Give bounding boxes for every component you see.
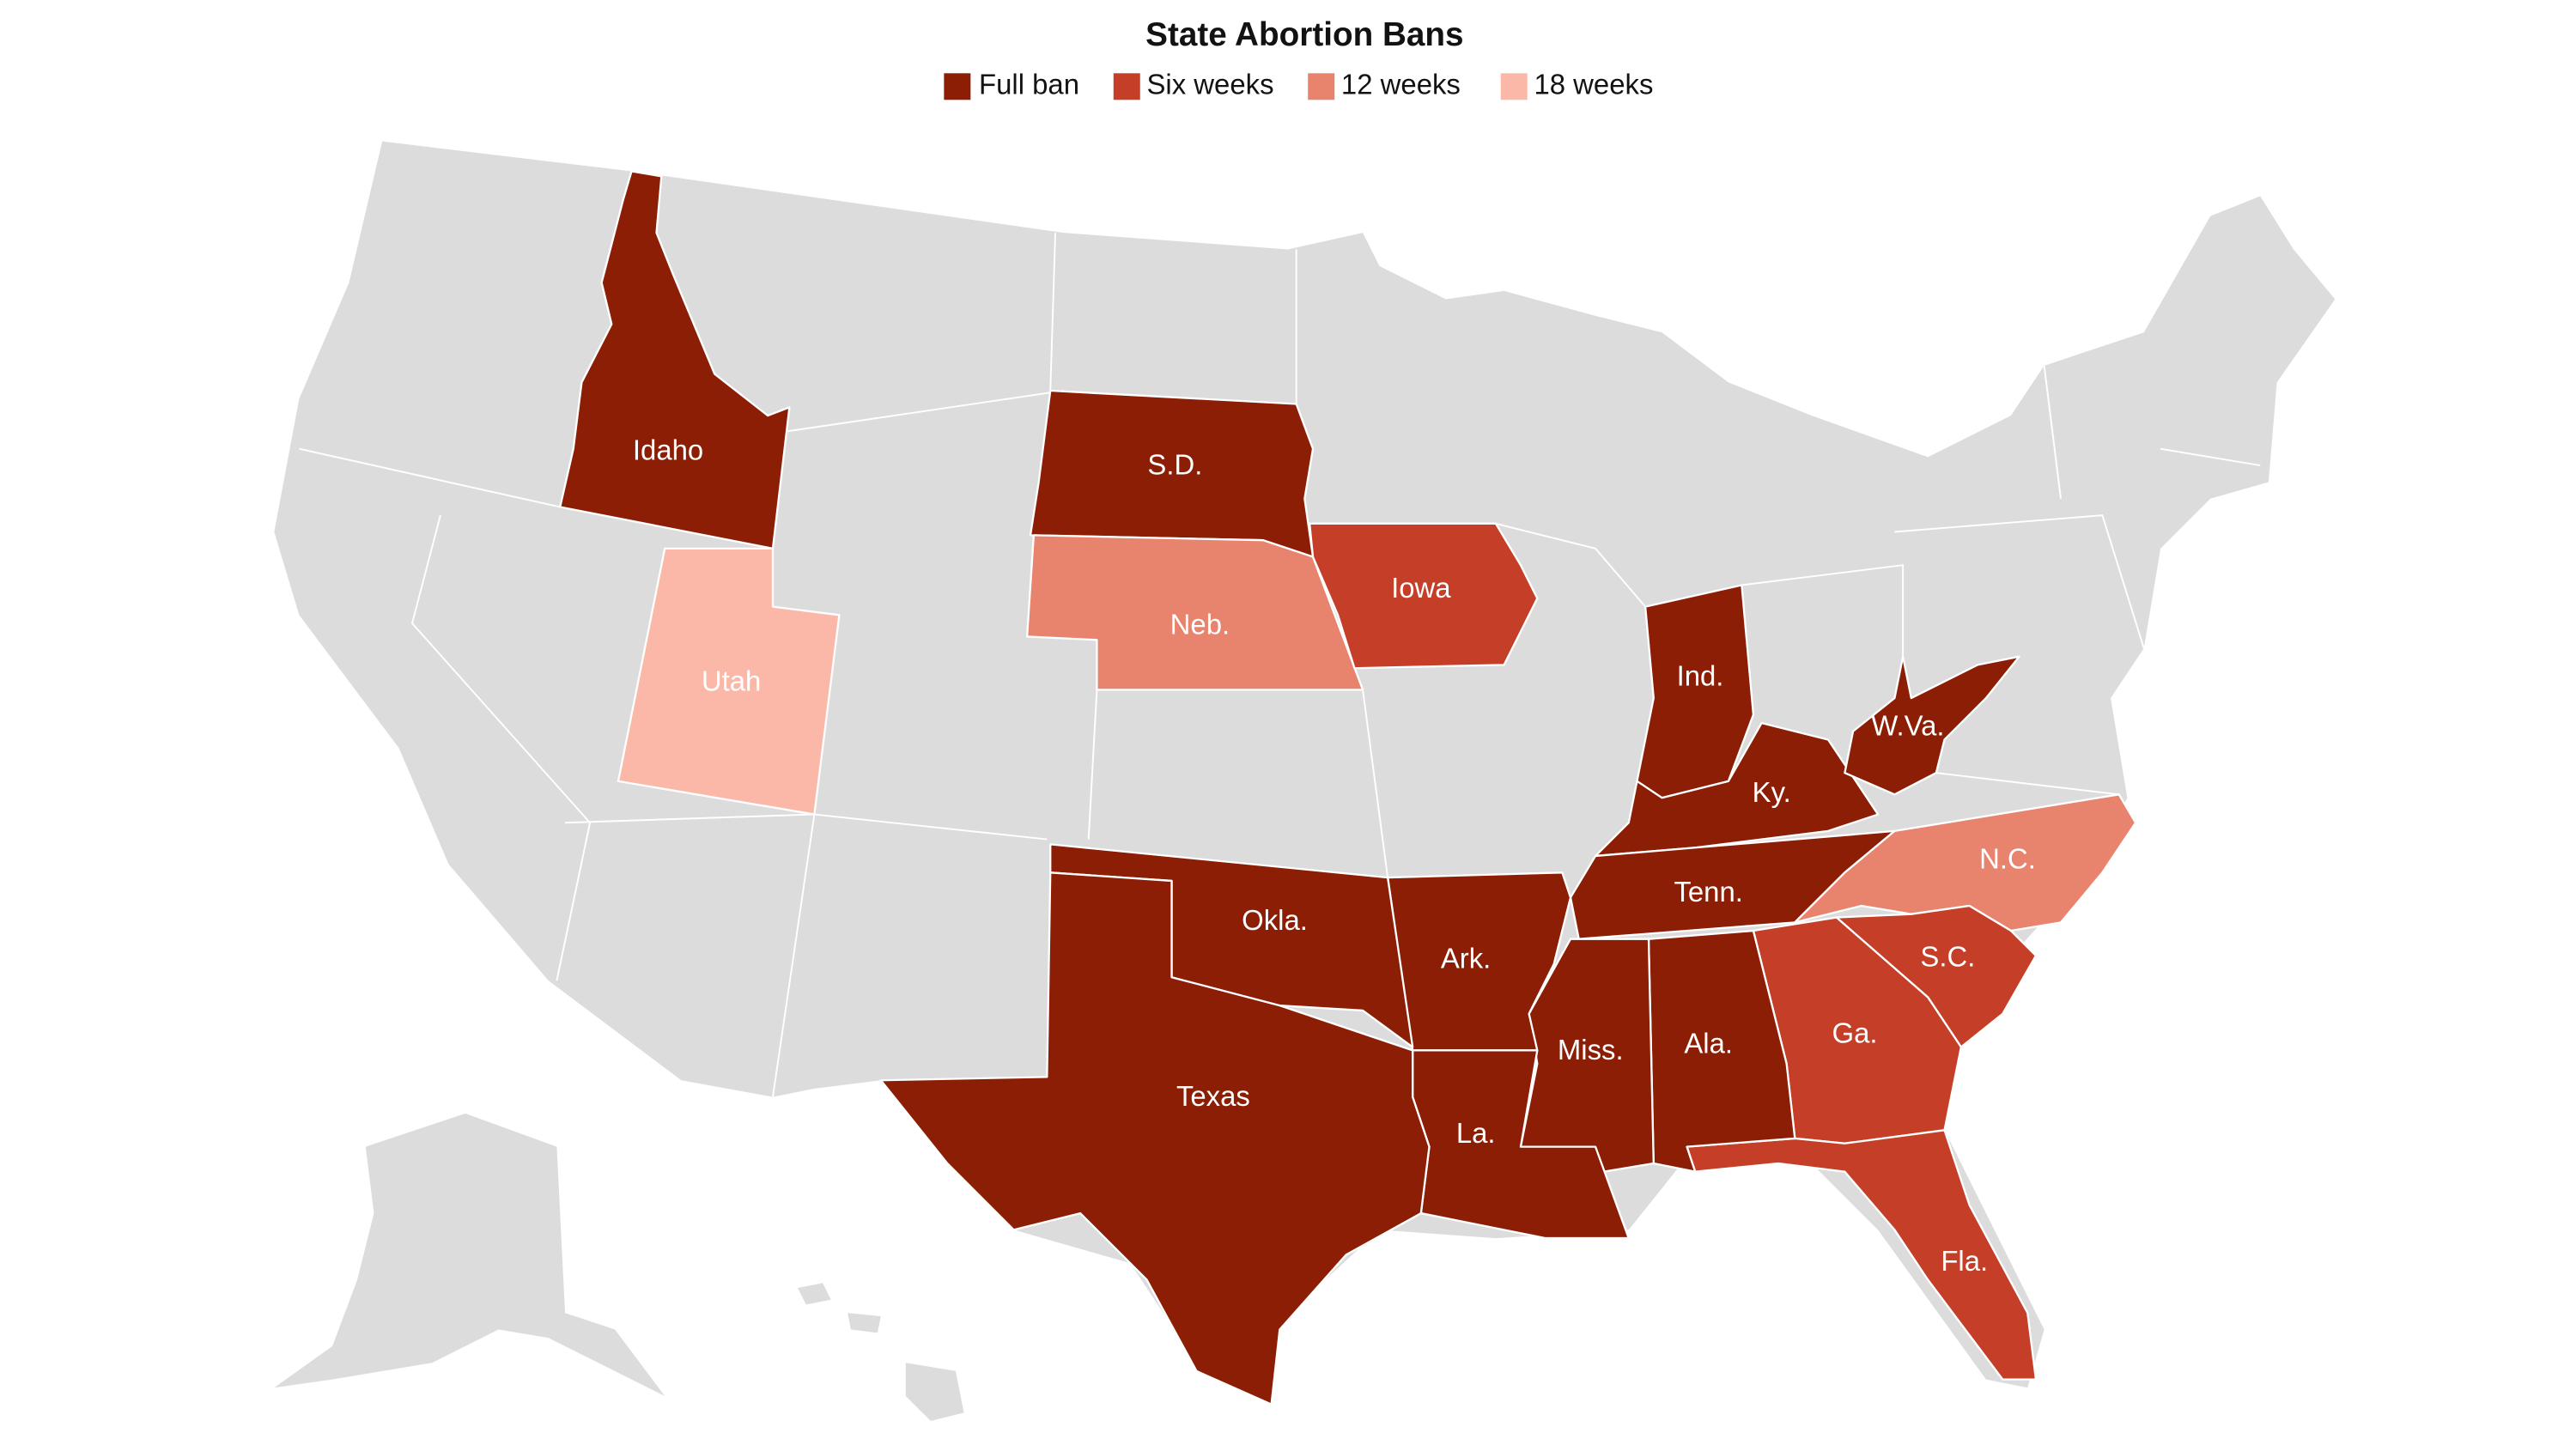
legend-swatch	[1308, 73, 1335, 100]
state-label: Ala.	[1684, 1027, 1733, 1059]
state-shape	[879, 871, 1431, 1405]
state-label: S.C.	[1920, 941, 1975, 973]
state-shape	[617, 547, 841, 816]
state-label: Iowa	[1391, 572, 1451, 604]
state-label: Ky.	[1753, 776, 1791, 808]
legend-label: Full ban	[979, 68, 1079, 100]
state-shape	[1844, 655, 2020, 796]
state-shape	[1794, 793, 2137, 932]
hawaii	[848, 1313, 881, 1333]
state-shape	[1647, 929, 1796, 1173]
state-label: Tenn.	[1674, 876, 1742, 908]
state-label: La.	[1456, 1117, 1496, 1149]
legend-label: 12 weeks	[1341, 68, 1461, 100]
state-label: Ga.	[1832, 1017, 1877, 1049]
legend-swatch	[1113, 73, 1140, 100]
hawaii	[798, 1283, 831, 1305]
state-label: W.Va.	[1871, 710, 1944, 742]
state-label: Ark.	[1441, 943, 1491, 974]
state-label: Neb.	[1170, 609, 1230, 641]
state-label: Okla.	[1242, 904, 1308, 936]
state-shape	[1686, 1129, 2038, 1381]
legend-label: Six weeks	[1146, 68, 1273, 100]
state-label: Idaho	[633, 434, 703, 465]
state-label: Miss.	[1558, 1034, 1624, 1065]
legend-label: 18 weeks	[1534, 68, 1653, 100]
alaska	[274, 1113, 665, 1396]
state-shape	[1309, 522, 1539, 670]
state-label: N.C.	[1979, 842, 2036, 874]
state-label: Fla.	[1941, 1245, 1988, 1277]
hawaii	[905, 1363, 964, 1421]
legend-swatch	[944, 73, 971, 100]
state-label: Texas	[1176, 1080, 1250, 1112]
state-label: Utah	[702, 665, 761, 696]
legend-swatch	[1500, 73, 1528, 100]
state-shape	[1594, 721, 1880, 858]
map-title: State Abortion Bans	[1145, 16, 1463, 53]
state-label: S.D.	[1147, 449, 1202, 481]
state-label: Ind.	[1677, 660, 1724, 692]
state-shape	[1025, 534, 1364, 691]
